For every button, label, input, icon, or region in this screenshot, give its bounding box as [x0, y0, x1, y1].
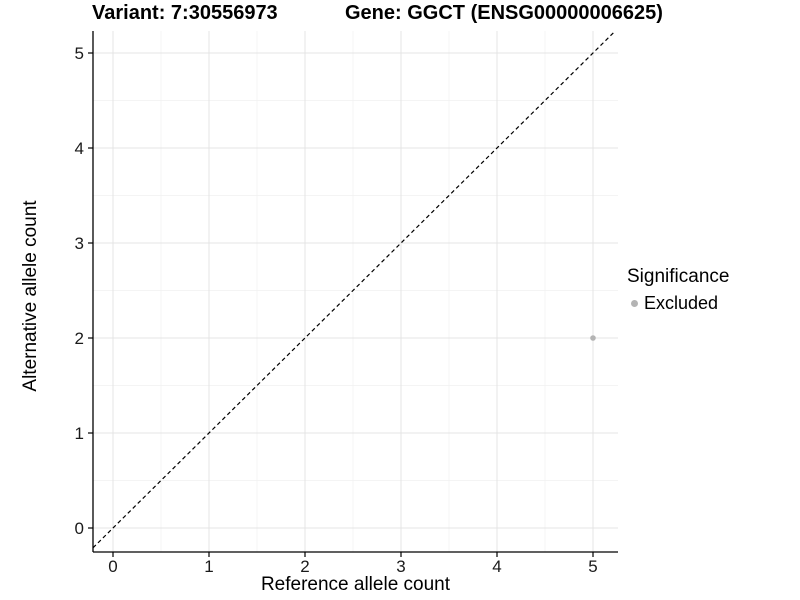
- excluded-point-icon: [631, 300, 638, 307]
- x-tick-label: 5: [588, 557, 597, 576]
- y-tick-label: 5: [75, 44, 84, 63]
- x-tick-label: 0: [108, 557, 117, 576]
- x-axis-title: Reference allele count: [260, 574, 451, 595]
- legend: Significance Excluded: [627, 266, 729, 314]
- y-axis-title: Alternative allele count: [20, 200, 41, 392]
- legend-item-label: Excluded: [644, 293, 719, 313]
- y-tick-label: 4: [75, 139, 84, 158]
- x-tick-label: 4: [492, 557, 501, 576]
- x-tick-label: 2: [300, 557, 309, 576]
- data-point: [590, 335, 596, 341]
- legend-item-excluded: Excluded: [627, 293, 729, 314]
- plot-title-variant: Variant: 7:30556973: [92, 2, 278, 24]
- y-tick-label: 1: [75, 424, 84, 443]
- identity-reference-line: [92, 30, 616, 549]
- y-tick-label: 3: [75, 234, 84, 253]
- y-tick-label: 2: [75, 329, 84, 348]
- x-tick-label: 1: [204, 557, 213, 576]
- x-tick-label: 3: [396, 557, 405, 576]
- legend-title: Significance: [627, 266, 730, 287]
- plot-title-gene: Gene: GGCT (ENSG00000006625): [345, 2, 663, 24]
- y-tick-label: 0: [75, 519, 84, 538]
